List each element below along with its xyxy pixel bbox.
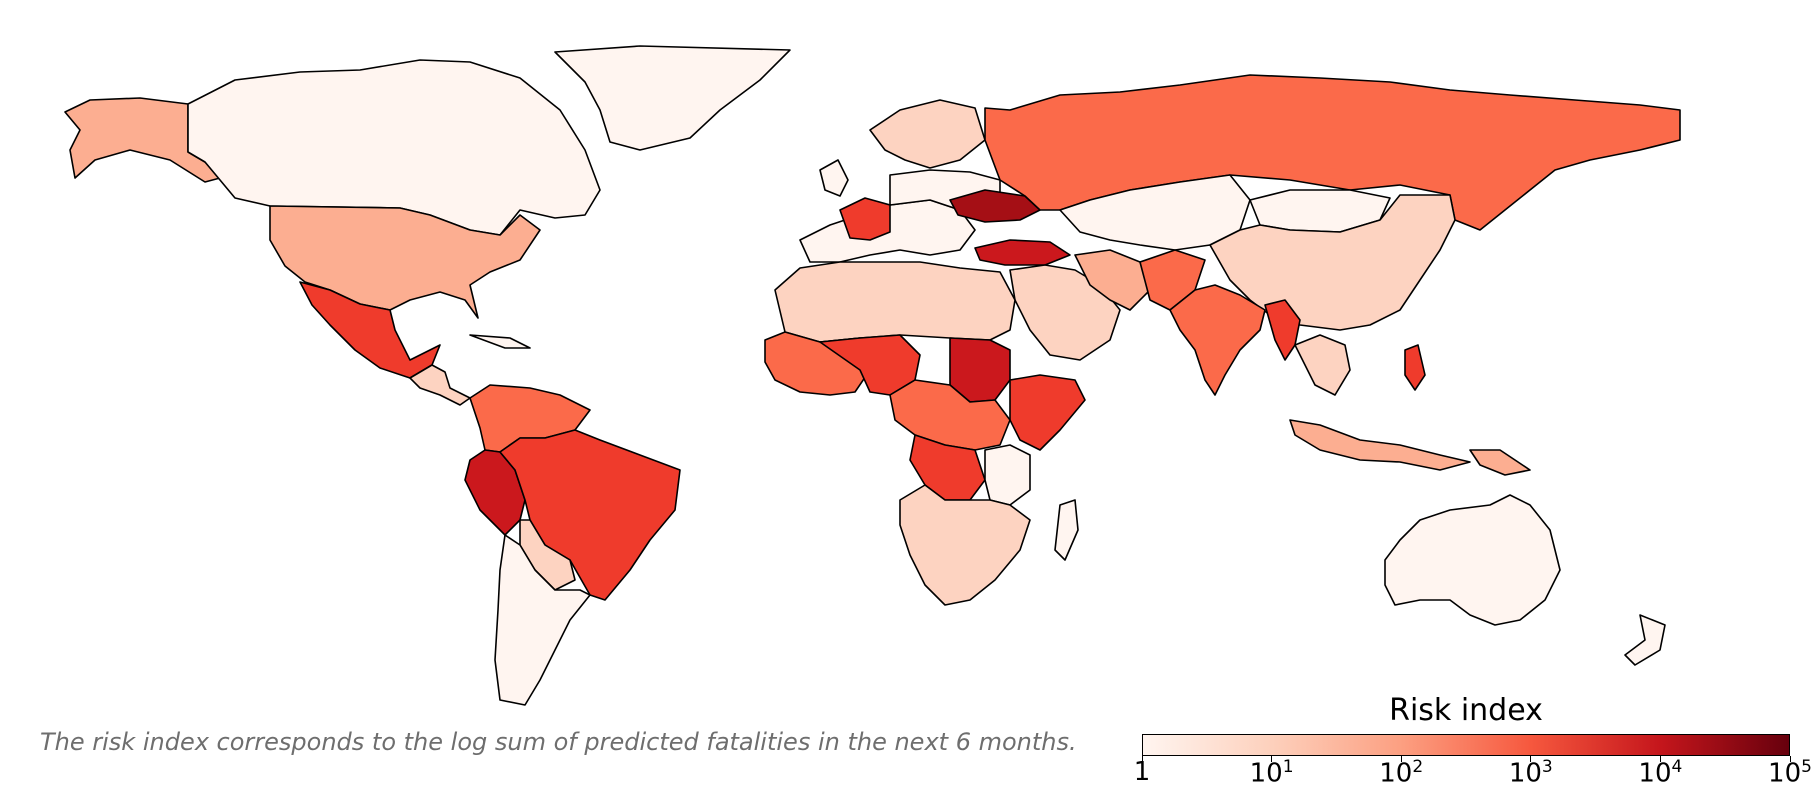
country-australia[interactable] xyxy=(1384,494,1561,626)
country-turkey[interactable] xyxy=(974,239,1071,266)
colorbar-tick xyxy=(1789,756,1791,762)
colorbar-tick-label: 105 xyxy=(1768,757,1812,789)
country-papua-new-guinea[interactable] xyxy=(1469,449,1531,476)
country-mexico[interactable] xyxy=(299,281,441,379)
country-central-africa[interactable] xyxy=(889,379,1011,451)
country-cuba[interactable] xyxy=(469,334,531,349)
colorbar-tick xyxy=(1400,756,1402,762)
caption-note: The risk index corresponds to the log su… xyxy=(40,728,1077,756)
colorbar-tick xyxy=(1271,756,1273,762)
colorbar-tick-label: 101 xyxy=(1249,757,1294,789)
country-iran[interactable] xyxy=(1074,249,1151,311)
country-greenland[interactable] xyxy=(554,45,791,151)
country-southeast-asia[interactable] xyxy=(1294,334,1351,396)
country-philippines[interactable] xyxy=(1404,344,1426,391)
colorbar-tick xyxy=(1530,756,1532,762)
country-north-africa[interactable] xyxy=(774,261,1016,343)
country-scandinavia[interactable] xyxy=(869,99,986,169)
colorbar-tick-label: 104 xyxy=(1638,757,1683,789)
country-southern-africa[interactable] xyxy=(899,484,1031,606)
country-alaska[interactable] xyxy=(64,97,221,183)
colorbar-tick-label: 102 xyxy=(1379,757,1424,789)
country-canada[interactable] xyxy=(187,59,601,236)
country-indonesia[interactable] xyxy=(1289,419,1471,471)
country-ethiopia-somalia[interactable] xyxy=(1009,374,1086,451)
country-argentina-chile[interactable] xyxy=(494,534,591,706)
country-peru[interactable] xyxy=(464,449,526,536)
country-madagascar[interactable] xyxy=(1054,499,1079,561)
colorbar-tick-label: 103 xyxy=(1508,757,1553,789)
colorbar-tick xyxy=(1141,756,1143,762)
country-ukraine[interactable] xyxy=(949,189,1041,223)
country-france[interactable] xyxy=(839,197,891,241)
country-uk[interactable] xyxy=(819,159,849,197)
colorbar-tick-label: 1 xyxy=(1133,757,1151,787)
country-brazil[interactable] xyxy=(499,429,681,601)
country-usa[interactable] xyxy=(269,205,541,319)
colorbar xyxy=(1142,734,1790,756)
country-east-africa[interactable] xyxy=(984,444,1031,506)
legend-title: Risk index xyxy=(1389,693,1543,728)
country-india[interactable] xyxy=(1169,284,1266,396)
country-middle-east[interactable] xyxy=(1009,264,1121,361)
colorbar-tick xyxy=(1659,756,1661,762)
country-new-zealand[interactable] xyxy=(1624,614,1666,666)
